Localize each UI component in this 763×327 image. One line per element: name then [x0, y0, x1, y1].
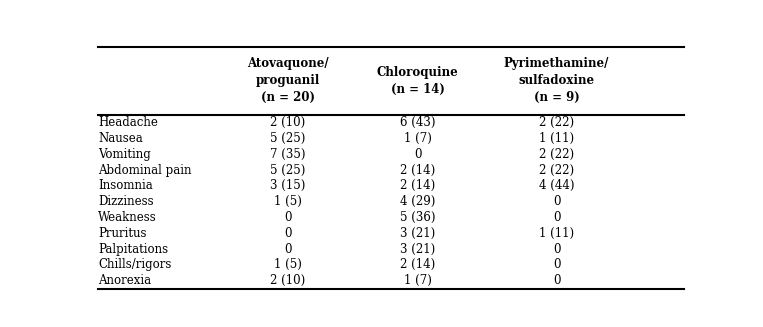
Text: Weakness: Weakness	[98, 211, 157, 224]
Text: 2 (14): 2 (14)	[400, 164, 435, 177]
Text: 2 (22): 2 (22)	[539, 116, 575, 129]
Text: 2 (10): 2 (10)	[270, 274, 305, 287]
Text: Chills/rigors: Chills/rigors	[98, 258, 172, 271]
Text: 3 (21): 3 (21)	[400, 227, 435, 240]
Text: 5 (25): 5 (25)	[270, 164, 305, 177]
Text: 4 (29): 4 (29)	[400, 195, 436, 208]
Text: Pyrimethamine/
sulfadoxine
(n = 9): Pyrimethamine/ sulfadoxine (n = 9)	[504, 57, 610, 104]
Text: 3 (15): 3 (15)	[270, 179, 305, 192]
Text: 5 (36): 5 (36)	[400, 211, 436, 224]
Text: 0: 0	[553, 211, 560, 224]
Text: Atovaquone/
proguanil
(n = 20): Atovaquone/ proguanil (n = 20)	[246, 57, 328, 104]
Text: Pruritus: Pruritus	[98, 227, 146, 240]
Text: 0: 0	[553, 258, 560, 271]
Text: 0: 0	[284, 243, 291, 255]
Text: Dizziness: Dizziness	[98, 195, 154, 208]
Text: 2 (10): 2 (10)	[270, 116, 305, 129]
Text: Chloroquine
(n = 14): Chloroquine (n = 14)	[377, 66, 459, 96]
Text: Palpitations: Palpitations	[98, 243, 169, 255]
Text: 1 (7): 1 (7)	[404, 132, 432, 145]
Text: 1 (5): 1 (5)	[274, 195, 301, 208]
Text: 0: 0	[553, 243, 560, 255]
Text: 7 (35): 7 (35)	[270, 148, 305, 161]
Text: Abdominal pain: Abdominal pain	[98, 164, 192, 177]
Text: Headache: Headache	[98, 116, 158, 129]
Text: 1 (7): 1 (7)	[404, 274, 432, 287]
Text: 6 (43): 6 (43)	[400, 116, 436, 129]
Text: 2 (22): 2 (22)	[539, 164, 575, 177]
Text: Insomnia: Insomnia	[98, 179, 153, 192]
Text: Anorexia: Anorexia	[98, 274, 152, 287]
Text: 2 (22): 2 (22)	[539, 148, 575, 161]
Text: 4 (44): 4 (44)	[539, 179, 575, 192]
Text: 1 (11): 1 (11)	[539, 227, 575, 240]
Text: 0: 0	[284, 227, 291, 240]
Text: 0: 0	[553, 274, 560, 287]
Text: 0: 0	[553, 195, 560, 208]
Text: 5 (25): 5 (25)	[270, 132, 305, 145]
Text: 2 (14): 2 (14)	[400, 179, 435, 192]
Text: 2 (14): 2 (14)	[400, 258, 435, 271]
Text: 1 (11): 1 (11)	[539, 132, 575, 145]
Text: 0: 0	[284, 211, 291, 224]
Text: Vomiting: Vomiting	[98, 148, 151, 161]
Text: 1 (5): 1 (5)	[274, 258, 301, 271]
Text: 0: 0	[414, 148, 421, 161]
Text: 3 (21): 3 (21)	[400, 243, 435, 255]
Text: Nausea: Nausea	[98, 132, 143, 145]
